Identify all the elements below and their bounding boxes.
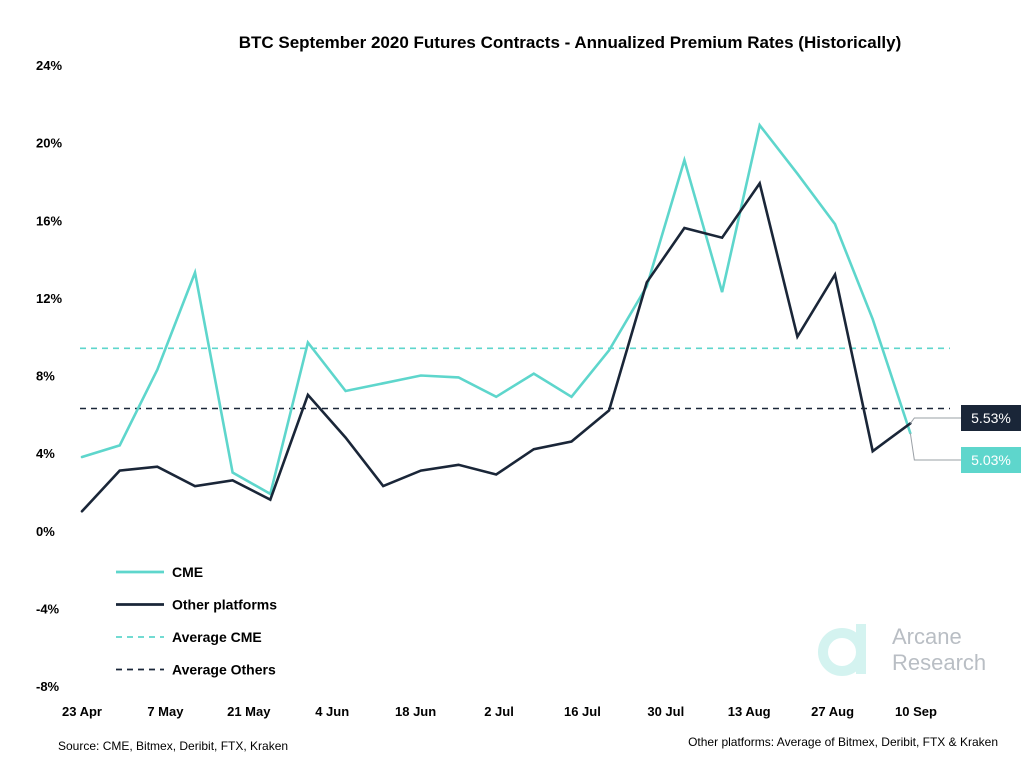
- x-axis: 23 Apr 7 May 21 May 4 Jun 18 Jun 2 Jul 16 Jul 3…: [62, 704, 937, 719]
- x-tick-label: 7 May: [147, 704, 184, 719]
- x-tick-label: 21 May: [227, 704, 271, 719]
- end-label-value: 5.53%: [971, 410, 1011, 426]
- x-tick-label: 16 Jul: [564, 704, 601, 719]
- x-tick-label: 30 Jul: [647, 704, 684, 719]
- average-lines: [80, 347, 950, 410]
- y-axis: -8% -4% 0% 4% 8% 12% 16% 20% 24%: [36, 58, 62, 694]
- legend-label: Average Others: [172, 662, 276, 678]
- x-tick-label: 2 Jul: [484, 704, 514, 719]
- end-label-value: 5.03%: [971, 452, 1011, 468]
- brand-line-1: Arcane: [892, 624, 962, 649]
- y-tick-label: 8%: [36, 369, 55, 384]
- brand-line-2: Research: [892, 650, 986, 675]
- x-tick-label: 18 Jun: [395, 704, 436, 719]
- end-label-leader: [909, 433, 961, 461]
- series-lines: [80, 122, 912, 513]
- end-labels: 5.53% 5.03%: [909, 405, 1021, 473]
- legend-label: Other platforms: [172, 597, 277, 613]
- end-label-box: [961, 447, 1021, 473]
- x-tick-label: 27 Aug: [811, 704, 854, 719]
- x-tick-label: 23 Apr: [62, 704, 102, 719]
- x-tick-label: 10 Sep: [895, 704, 937, 719]
- logo-mark-icon: [818, 624, 866, 676]
- source-note: Source: CME, Bitmex, Deribit, FTX, Krake…: [58, 739, 288, 753]
- series-line-cme: [80, 122, 912, 496]
- y-tick-label: 24%: [36, 58, 62, 73]
- legend-label: Average CME: [172, 629, 262, 645]
- end-label-box: [961, 405, 1021, 431]
- platforms-note: Other platforms: Average of Bitmex, Deri…: [688, 735, 998, 749]
- y-tick-label: 20%: [36, 136, 62, 151]
- y-tick-label: -4%: [36, 601, 60, 616]
- series-line-other-platforms: [80, 180, 912, 513]
- chart-title: BTC September 2020 Futures Contracts - A…: [239, 33, 902, 52]
- arcane-research-logo: Arcane Research: [818, 624, 986, 676]
- y-tick-label: 0%: [36, 524, 55, 539]
- x-tick-label: 4 Jun: [315, 704, 349, 719]
- legend: CME Other platforms Average CME Average Oth…: [116, 564, 277, 678]
- y-tick-label: -8%: [36, 679, 60, 694]
- y-tick-label: 16%: [36, 213, 62, 228]
- legend-label: CME: [172, 564, 203, 580]
- end-label-leader: [909, 417, 961, 424]
- x-tick-label: 13 Aug: [728, 704, 771, 719]
- y-tick-label: 4%: [36, 446, 55, 461]
- y-tick-label: 12%: [36, 291, 62, 306]
